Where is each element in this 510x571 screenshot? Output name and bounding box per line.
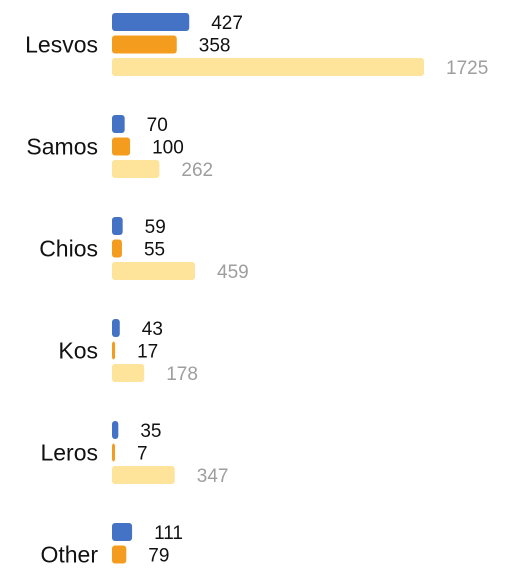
category-group-leros: Leros 357 347: [40, 421, 228, 487]
data-label-series-3-lesvos: 1725: [446, 58, 488, 79]
bar-series-3-samos: [112, 160, 160, 178]
category-label: Kos: [58, 338, 98, 364]
data-label-series-2-other: 79: [148, 546, 169, 567]
data-label-series-1-samos: 70: [147, 115, 168, 136]
data-label-series-1-other: 111: [154, 523, 183, 544]
data-label-series-3-kos: 178: [166, 364, 198, 385]
bar-series-3-kos: [112, 364, 145, 382]
bar-series-2-lesvos: [112, 35, 177, 54]
data-label-series-3-chios: 459: [217, 262, 249, 283]
bar-series-3-lesvos: [112, 58, 424, 76]
data-label-series-2-kos: 17: [137, 342, 158, 363]
data-label-series-2-samos: 100: [152, 138, 184, 159]
category-label: Other: [40, 542, 98, 567]
category-label: Lesvos: [25, 32, 98, 58]
data-label-series-3-leros: 347: [197, 466, 229, 487]
bar-series-2-chios: [112, 239, 122, 258]
bar-series-1-chios: [112, 217, 123, 235]
bar-series-3-chios: [112, 262, 196, 280]
data-label-series-2-chios: 55: [144, 240, 165, 261]
bar-series-1-other: [112, 523, 133, 541]
data-label-series-2-lesvos: 358: [199, 36, 231, 57]
data-label-series-1-kos: 43: [142, 319, 163, 340]
category-label: Leros: [40, 440, 98, 466]
data-label-series-1-leros: 35: [140, 421, 161, 442]
bar-series-2-leros: [112, 443, 115, 462]
bar-series-1-samos: [112, 115, 125, 133]
data-label-series-1-chios: 59: [145, 217, 166, 238]
bar-series-1-kos: [112, 319, 120, 337]
data-label-series-3-samos: 262: [181, 160, 213, 181]
bar-series-1-lesvos: [112, 13, 190, 31]
category-label: Chios: [39, 236, 98, 262]
bar-series-2-other: [112, 545, 127, 564]
bar-series-3-leros: [112, 466, 175, 484]
bar-series-2-kos: [112, 341, 116, 360]
category-label: Samos: [26, 134, 98, 160]
bar-series-1-leros: [112, 421, 119, 439]
data-label-series-2-leros: 7: [137, 444, 148, 465]
bar-series-2-samos: [112, 137, 131, 156]
data-label-series-1-lesvos: 427: [211, 13, 243, 34]
